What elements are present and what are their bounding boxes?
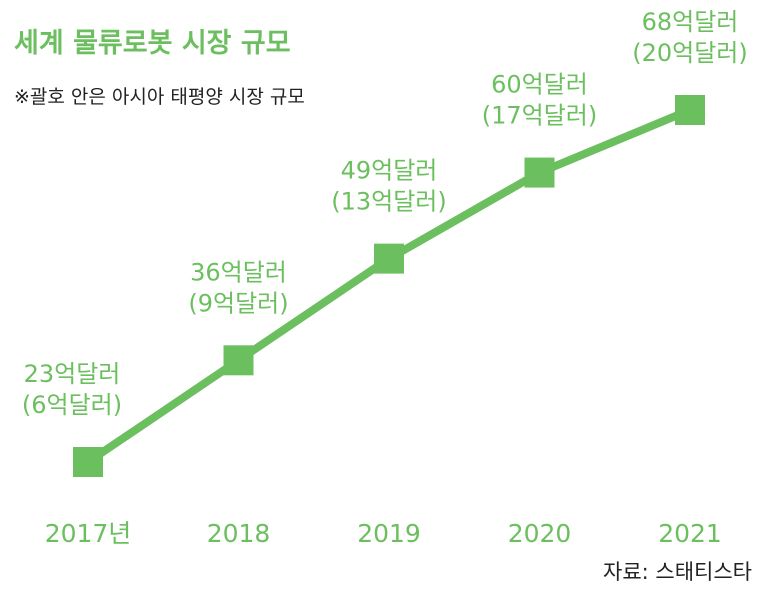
data-point-1 xyxy=(223,345,254,376)
x-tick-label-2: 2019 xyxy=(357,519,421,548)
source-note: 자료: 스태티스타 xyxy=(603,560,752,584)
data-label-sub-0: (6억달러) xyxy=(22,391,122,419)
x-tick-label-3: 2020 xyxy=(508,519,572,548)
data-point-0 xyxy=(73,447,103,477)
x-tick-label-4: 2021 xyxy=(658,519,722,548)
data-point-2 xyxy=(374,243,404,274)
data-label-main-0: 23억달러 xyxy=(24,360,121,388)
chart-subtitle: ※괄호 안은 아시아 태평양 시장 규모 xyxy=(14,86,305,108)
data-point-4 xyxy=(675,95,705,125)
data-label-main-1: 36억달러 xyxy=(190,258,287,286)
x-tick-label-0: 2017년 xyxy=(45,519,132,548)
data-label-sub-4: (20억달러) xyxy=(632,39,748,67)
marks: 23억달러 (6억달러) 2017년 36억달러 (9억달러) 2018 49억달러 (13억… xyxy=(22,8,748,548)
data-label-main-3: 60억달러 xyxy=(491,71,588,99)
data-label-sub-2: (13억달러) xyxy=(331,188,447,216)
data-label-main-4: 68억달러 xyxy=(642,8,739,36)
data-point-3 xyxy=(524,157,555,188)
data-label-sub-3: (17억달러) xyxy=(482,102,598,130)
data-label-sub-1: (9억달러) xyxy=(188,289,288,317)
chart-title: 세계 물류로봇 시장 규모 xyxy=(14,28,291,59)
data-label-main-2: 49억달러 xyxy=(341,157,438,185)
x-tick-label-1: 2018 xyxy=(207,519,271,548)
